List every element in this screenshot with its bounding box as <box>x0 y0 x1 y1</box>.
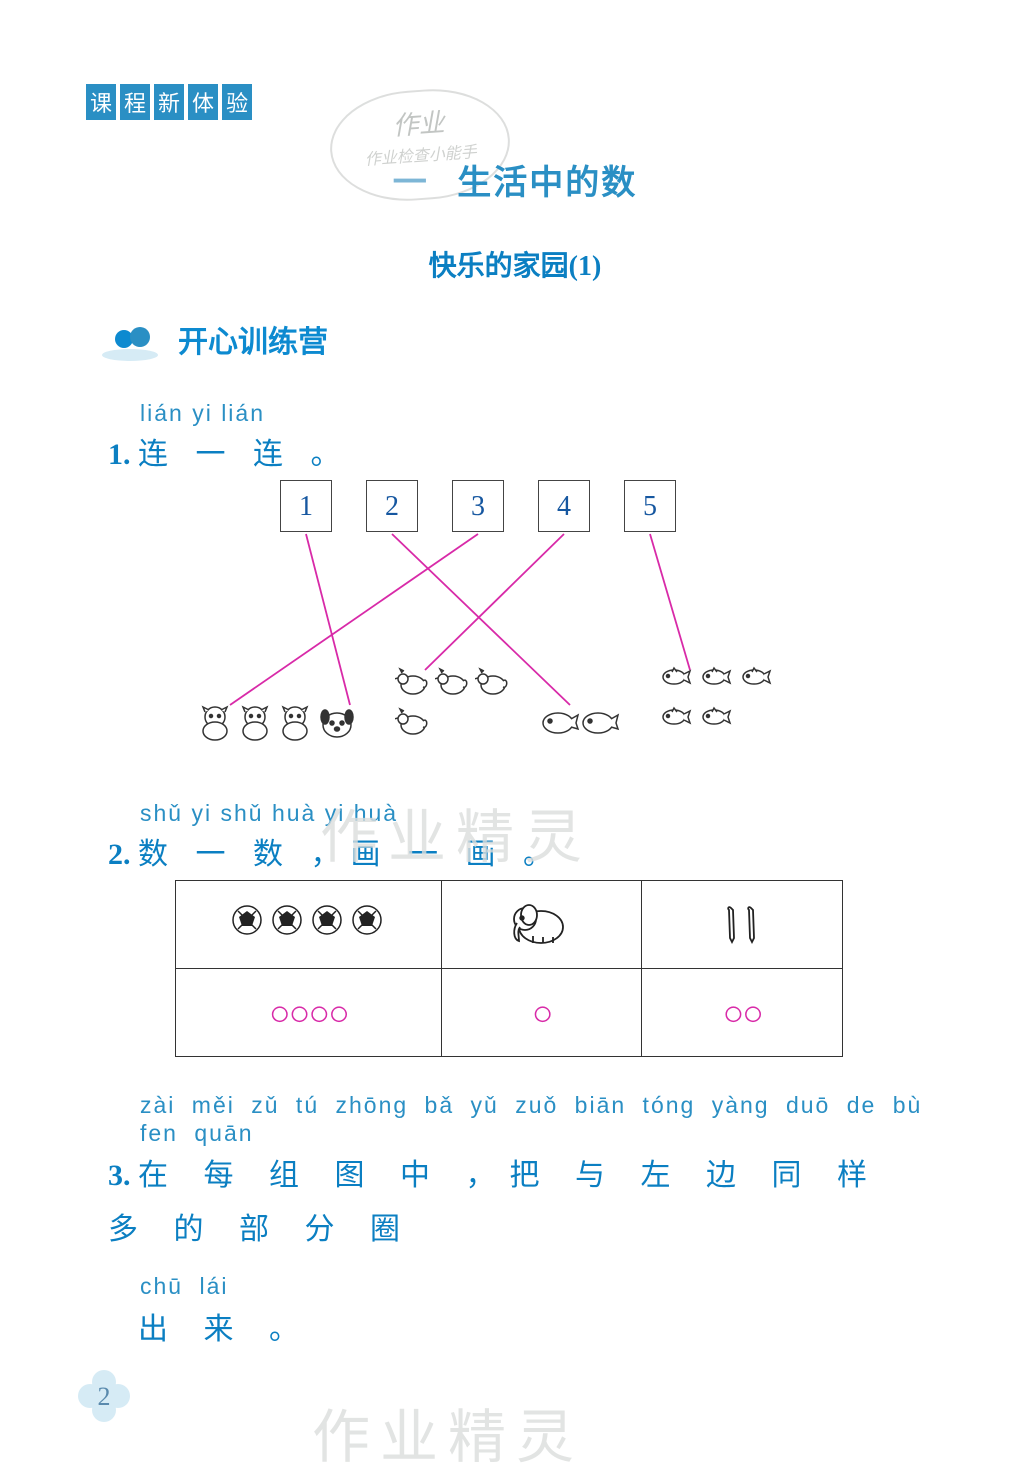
q3-pinyin-l1: zài měi zǔ tú zhōng bǎ yǔ zuǒ biān tóng … <box>140 1092 940 1147</box>
question-2: shǔ yi shǔ huà yi huà 2. 数 一 数 ，画 一 画 。 <box>108 800 940 873</box>
badge-char: 新 <box>154 84 184 120</box>
q2-item-cell <box>642 881 843 969</box>
badge-char: 程 <box>120 84 150 120</box>
q1-pinyin: lián yi lián <box>140 400 940 427</box>
page-number-flower: 2 <box>78 1370 130 1422</box>
page-number: 2 <box>78 1382 130 1412</box>
q2-text: 2. 数 一 数 ，画 一 画 。 <box>108 829 940 873</box>
lesson-subtitle: 快乐的家园(1) <box>0 244 1030 284</box>
chapter-index: 一 <box>393 165 429 202</box>
q2-chinese: 数 一 数 ，画 一 画 。 <box>138 838 563 871</box>
q2-number: 2. <box>108 838 131 871</box>
q1-number: 1. <box>108 438 131 471</box>
q2-answer-cell: ○○○○ <box>176 969 442 1057</box>
q3-pinyin-l2: chū lái <box>140 1273 940 1301</box>
match-lines <box>170 480 870 820</box>
q1-text: 1. 连 一 连 。 <box>108 429 940 473</box>
q2-answer-cell: ○ <box>441 969 642 1057</box>
q3-chinese-l1: 在 每 组 图 中 ，把 与 左 边 同 样 多 的 部 分 圈 <box>108 1159 881 1246</box>
q1-diagram: 12345 <box>170 480 870 820</box>
badge-char: 体 <box>188 84 218 120</box>
q3-text-l1: 3. 在 每 组 图 中 ，把 与 左 边 同 样 多 的 部 分 圈 <box>108 1149 940 1257</box>
question-3: zài měi zǔ tú zhōng bǎ yǔ zuǒ biān tóng … <box>108 1092 940 1357</box>
camp-icon <box>100 315 170 363</box>
q3-number: 3. <box>108 1159 131 1192</box>
q2-table: ○○○○○○○ <box>175 880 843 1057</box>
q2-item-cell <box>441 881 642 969</box>
q1-chinese: 连 一 连 。 <box>138 438 351 471</box>
q3-text-l2: 3. 出 来 。 <box>108 1303 940 1357</box>
chapter-title: 一 生活中的数 <box>0 155 1030 204</box>
question-1: lián yi lián 1. 连 一 连 。 <box>108 400 940 473</box>
q2-answer-cell: ○○ <box>642 969 843 1057</box>
header-badge: 课 程 新 体 验 <box>86 84 252 120</box>
badge-char: 验 <box>222 84 252 120</box>
q2-pinyin: shǔ yi shǔ huà yi huà <box>140 800 940 827</box>
chapter-text: 生活中的数 <box>457 165 637 202</box>
watermark: 作业精灵 <box>312 1390 584 1474</box>
badge-char: 课 <box>86 84 116 120</box>
training-camp-banner: 开心训练营 <box>100 315 328 363</box>
q3-chinese-l2: 出 来 。 <box>138 1313 313 1346</box>
camp-text: 开心训练营 <box>178 317 328 361</box>
q2-item-cell <box>176 881 442 969</box>
